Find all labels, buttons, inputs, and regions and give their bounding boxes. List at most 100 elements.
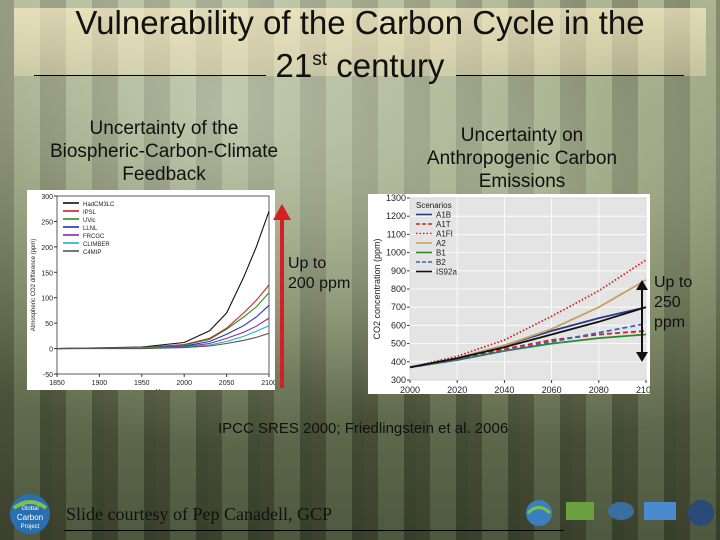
title-rule-right [456, 75, 684, 76]
right-heading-line-3: Emissions [478, 171, 566, 192]
y-tick-label: 300 [391, 375, 406, 385]
right-note-line-3: ppm [654, 314, 686, 331]
y-tick-label: 300 [41, 194, 53, 201]
y-tick-label: 200 [41, 245, 53, 252]
bottom-rule [64, 530, 564, 531]
partner-logo-wcrp-rect [644, 502, 676, 520]
right-note-line-1: Up to [654, 274, 693, 291]
right-double-arrow-bottom [636, 352, 648, 362]
gcp-logo-arc [12, 500, 48, 510]
y-tick-label: 1100 [387, 229, 406, 239]
series-line-is92a [409, 306, 647, 369]
partner-logo-igbp [608, 502, 634, 520]
x-tick-label: 1850 [49, 380, 65, 387]
gcp-logo-text-2: Carbon [17, 513, 43, 522]
partner-logo-esspl-circle [526, 500, 552, 526]
right-heading: Uncertainty on Anthropogenic Carbon Emis… [380, 124, 664, 193]
legend-label: B1 [436, 249, 446, 258]
gcp-logo: Global Carbon Project [10, 494, 50, 534]
gcp-logo-text-1: Global [21, 506, 38, 512]
title-line-2: 21st century [0, 41, 720, 84]
y-tick-label: 900 [391, 266, 406, 276]
series-line-c4mip [57, 332, 270, 350]
right-note-line-2: 250 [654, 294, 681, 311]
courtesy-text: Slide courtesy of Pep Canadell, GCP [66, 504, 332, 524]
x-tick-label: 2040 [494, 385, 514, 394]
y-axis-label: Atmospheric CO2 difference (ppm) [31, 239, 37, 332]
right-chart: 1300 1200 1100 1000 900 800 700 600 500 400 300200… [372, 193, 656, 395]
legend-label: A2 [436, 239, 446, 248]
legend-label: UVic [83, 218, 96, 224]
x-tick-label: 2080 [589, 385, 609, 394]
left-heading-line-3: Feedback [122, 164, 206, 185]
y-tick-label: 600 [391, 320, 406, 330]
y-tick-label: 500 [391, 339, 406, 349]
partner-logo-esspl-arc [526, 506, 552, 515]
y-axis-label: CO2 concentration (ppm) [372, 238, 382, 339]
legend-label: B2 [436, 258, 446, 267]
series-line-a1t [409, 330, 647, 369]
legend-label: A1B [436, 211, 451, 220]
slide-title: Vulnerability of the Carbon Cycle in the… [0, 4, 720, 84]
x-tick-label: 2020 [447, 385, 467, 394]
x-tick-label: 2100 [636, 385, 650, 394]
legend-label: C4MIP [83, 250, 101, 256]
right-double-arrow [636, 280, 648, 362]
right-chart-panel: 1300 1200 1100 1000 900 800 700 600 500 400 300 200… [368, 193, 656, 395]
partner-logo-igbp-shape [608, 502, 634, 520]
left-note-line-2: 200 ppm [288, 275, 351, 292]
y-tick-label: 150 [41, 270, 53, 277]
legend-label: CLIMBER [83, 242, 110, 248]
title-band [14, 8, 706, 76]
y-tick-label: 250 [41, 219, 53, 226]
partner-logo-ihdp [688, 500, 714, 526]
series-line-a1fi [409, 259, 647, 369]
left-note: Up to 200 ppm [288, 254, 350, 294]
partner-logo-diversitas-rect [566, 502, 594, 520]
legend-label: HadCM3LC [83, 202, 115, 208]
gcp-logo-text-3: Project [21, 524, 40, 530]
legend-label: A1FI [436, 230, 453, 239]
x-tick-label: 2050 [219, 380, 235, 387]
right-note: Up to 250 ppm [654, 273, 692, 333]
title-century: century [327, 47, 445, 84]
x-tick-label: 2100 [261, 380, 275, 387]
legend-title: Scenarios [416, 201, 452, 210]
x-tick-label: 1900 [92, 380, 108, 387]
right-double-arrow-top [636, 280, 648, 290]
y-tick-label: 100 [41, 296, 53, 303]
title-rule-left [34, 75, 266, 76]
y-tick-label: 400 [391, 357, 406, 367]
y-tick-label: 800 [391, 284, 406, 294]
right-heading-line-2: Anthropogenic Carbon [426, 148, 618, 169]
partner-logo-diversitas [566, 502, 594, 520]
partner-logo-ihdp-circle [688, 500, 714, 526]
x-axis-label: Year [156, 389, 171, 390]
series-line-hadcm3lc [56, 211, 270, 350]
title-st: st [312, 49, 328, 70]
series-line-b1 [409, 333, 647, 369]
left-heading-line-1: Uncertainty of the [89, 118, 239, 139]
y-tick-label: 700 [391, 302, 406, 312]
partner-logo-esspl [526, 500, 552, 526]
partner-logo-wcrp [644, 502, 676, 520]
left-note-line-1: Up to [288, 255, 327, 272]
legend-label: A1T [436, 220, 451, 229]
left-heading-line-2: Biospheric-Carbon-Climate [49, 141, 279, 162]
right-heading-line-1: Uncertainty on [460, 125, 584, 146]
x-tick-label: 1950 [134, 380, 150, 387]
y-tick-label: 1300 [386, 194, 406, 203]
title-line-1: Vulnerability of the Carbon Cycle in the [75, 4, 645, 41]
left-chart-panel: 300 250 200 150 100 50 0 -50 1850 1900 1950 2000 205… [27, 190, 277, 396]
y-tick-label: 1000 [386, 248, 406, 258]
left-red-arrow-shaft [280, 218, 284, 388]
x-tick-label: 2000 [176, 380, 192, 387]
y-tick-label: 1200 [386, 211, 406, 221]
left-heading: Uncertainty of the Biospheric-Carbon-Cli… [10, 117, 318, 186]
legend-label: IS92a [436, 268, 457, 277]
x-tick-label: 2060 [542, 385, 562, 394]
citation: IPCC SRES 2000; Friedlingstein et al. 20… [218, 420, 509, 437]
title-21: 21 [275, 47, 313, 84]
legend-label: FRCGC [83, 234, 105, 240]
